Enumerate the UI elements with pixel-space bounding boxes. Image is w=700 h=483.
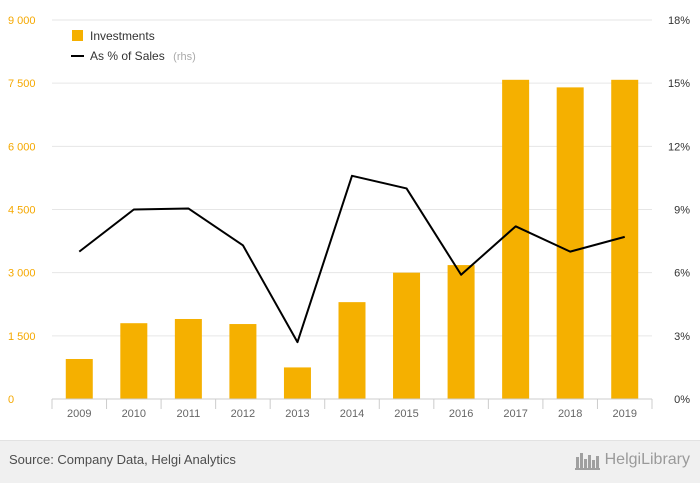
left-y-tick-label: 3 000 <box>8 268 36 280</box>
investment-bar <box>174 318 202 399</box>
x-tick-label: 2012 <box>231 408 255 420</box>
percent-of-sales-polyline <box>78 174 625 344</box>
combo-chart: 2009 2010 2011 2012 2013 2014 2015 2016 2017 2018… <box>8 15 690 420</box>
investment-bar <box>502 79 530 399</box>
x-tick-label: 2009 <box>67 408 91 420</box>
x-tick-label: 2010 <box>122 408 146 420</box>
x-tick-label: 2016 <box>449 408 473 420</box>
right-y-axis: 0% 3% 6% 9% 12% 15% 18% <box>668 15 690 406</box>
right-y-tick-label: 3% <box>674 331 690 343</box>
x-tick-label: 2014 <box>340 408 364 420</box>
left-y-tick-label: 7 500 <box>8 78 36 90</box>
right-y-tick-label: 6% <box>674 268 690 280</box>
left-y-tick-label: 0 <box>8 394 14 406</box>
helgi-library-logo[interactable]: HelgiLibrary <box>574 450 690 470</box>
legend-swatch-investments <box>72 30 83 41</box>
library-building-icon <box>574 453 600 470</box>
investment-bar <box>393 272 421 399</box>
source-note: Source: Company Data, Helgi Analytics <box>9 452 236 467</box>
x-tick-label: 2011 <box>177 408 201 420</box>
investment-bar <box>65 358 93 399</box>
investment-bar <box>283 367 311 399</box>
right-y-tick-label: 9% <box>674 205 690 217</box>
footer: Source: Company Data, Helgi Analytics He… <box>0 440 700 483</box>
investment-bar <box>120 323 148 399</box>
right-y-tick-label: 12% <box>668 141 690 153</box>
investment-bar <box>338 302 366 399</box>
x-tick-label: 2015 <box>394 408 418 420</box>
percent-of-sales-line <box>78 174 625 344</box>
x-tick-label: 2017 <box>503 408 527 420</box>
legend-rhs-note: (rhs) <box>173 51 196 63</box>
legend: Investments As % of Sales (rhs) <box>71 29 196 64</box>
left-y-tick-label: 1 500 <box>8 331 36 343</box>
investment-bar <box>229 324 257 399</box>
logo-text: HelgiLibrary <box>604 451 690 468</box>
investment-bar <box>556 87 584 399</box>
left-y-tick-label: 4 500 <box>8 205 36 217</box>
svg-text:As % of Sales (rhs): As % of Sales (rhs) <box>90 47 196 64</box>
left-y-axis: 0 1 500 3 000 4 500 6 000 7 500 9 000 <box>8 15 36 406</box>
legend-label-investments: Investments <box>90 29 155 43</box>
right-y-tick-label: 15% <box>668 78 690 90</box>
x-axis: 2009 2010 2011 2012 2013 2014 2015 2016 2017 2018… <box>51 398 653 420</box>
left-y-tick-label: 9 000 <box>8 15 36 27</box>
left-y-tick-label: 6 000 <box>8 141 36 153</box>
investment-bars <box>65 79 639 399</box>
right-y-tick-label: 18% <box>668 15 690 27</box>
right-y-tick-label: 0% <box>674 394 690 406</box>
x-tick-label: 2013 <box>285 408 309 420</box>
x-tick-label: 2018 <box>558 408 582 420</box>
investment-bar <box>447 265 475 399</box>
legend-label-percent-of-sales: As % of Sales <box>90 49 165 63</box>
x-tick-label: 2019 <box>612 408 636 420</box>
